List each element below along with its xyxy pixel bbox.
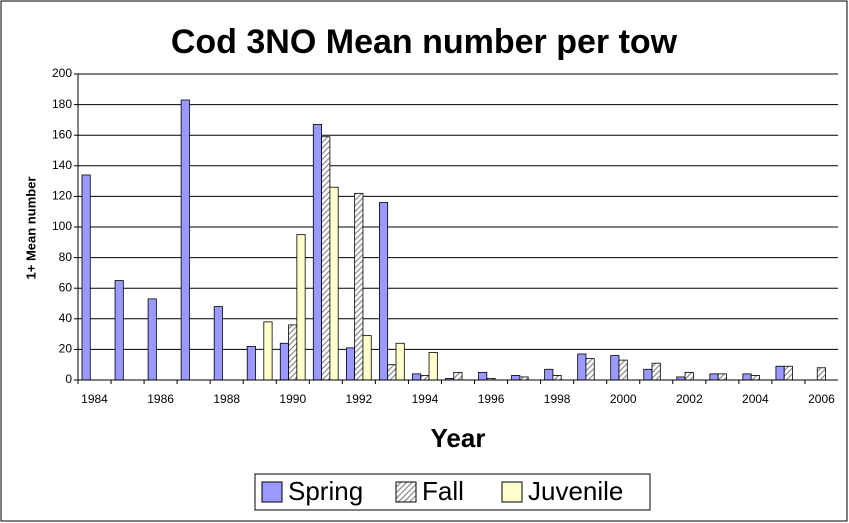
bar	[362, 335, 372, 381]
y-tick-label: 20	[59, 342, 73, 356]
bar	[684, 371, 694, 381]
bar	[147, 298, 157, 381]
legend-label: Spring	[288, 476, 363, 506]
x-tick-label: 1990	[279, 392, 306, 406]
legend-swatch	[501, 481, 523, 503]
bar	[354, 192, 364, 381]
bar	[288, 324, 298, 381]
bar	[296, 234, 306, 381]
bar	[378, 202, 389, 381]
bar	[453, 371, 463, 381]
bar	[387, 364, 397, 381]
legend-swatch	[261, 481, 283, 503]
y-tick-label: 140	[52, 158, 72, 172]
bar	[114, 280, 124, 381]
bar	[279, 342, 289, 381]
legend-box	[254, 473, 651, 511]
x-tick-label: 1996	[478, 392, 505, 406]
x-tick-label: 1984	[81, 392, 108, 406]
y-tick-label: 160	[52, 127, 72, 141]
bar	[345, 347, 356, 381]
x-tick-label: 2000	[610, 392, 637, 406]
x-tick-label: 1998	[544, 392, 571, 406]
bar	[246, 345, 256, 381]
bar	[180, 99, 190, 381]
x-tick-label: 2004	[742, 392, 769, 406]
bar	[321, 136, 331, 381]
legend-label: Juvenile	[528, 476, 623, 506]
legend-label: Fall	[422, 476, 464, 506]
bar	[213, 306, 223, 381]
bar	[263, 321, 273, 381]
x-axis-label: Year	[431, 423, 486, 453]
bar	[717, 373, 727, 381]
bar	[511, 375, 521, 381]
y-tick-label: 0	[65, 372, 72, 386]
bar	[420, 375, 430, 381]
bar	[651, 362, 661, 381]
bar	[312, 124, 323, 381]
legend-swatch	[395, 481, 417, 503]
bar	[544, 368, 554, 381]
x-tick-label: 2006	[808, 392, 835, 406]
y-tick-label: 180	[52, 97, 72, 111]
x-tick-label: 1988	[213, 392, 240, 406]
y-tick-label: 60	[59, 280, 73, 294]
bar	[577, 353, 587, 381]
chart-title: Cod 3NO Mean number per tow	[171, 23, 678, 61]
bar	[552, 375, 562, 381]
bar	[783, 365, 793, 381]
bar	[750, 375, 760, 381]
bar	[775, 365, 785, 381]
bar	[742, 373, 752, 381]
y-tick-label: 200	[52, 66, 72, 80]
bar	[412, 373, 422, 381]
x-tick-label: 1994	[412, 392, 439, 406]
bar	[81, 174, 91, 381]
y-tick-label: 40	[59, 311, 73, 325]
bar	[478, 371, 488, 381]
bar	[610, 355, 620, 381]
bar	[709, 373, 719, 381]
x-tick-label: 1992	[346, 392, 373, 406]
bar	[618, 359, 628, 381]
bar	[585, 358, 595, 381]
bar	[816, 367, 826, 381]
y-tick-label: 120	[52, 189, 72, 203]
bar	[329, 186, 339, 381]
bar	[643, 368, 653, 381]
x-tick-label: 1986	[147, 392, 174, 406]
y-axis-label: 1+ Mean number	[23, 177, 38, 280]
bar	[395, 342, 405, 381]
y-tick-label: 80	[59, 250, 73, 264]
bar	[428, 352, 438, 381]
x-tick-label: 2002	[676, 392, 703, 406]
y-tick-label: 100	[52, 219, 72, 233]
